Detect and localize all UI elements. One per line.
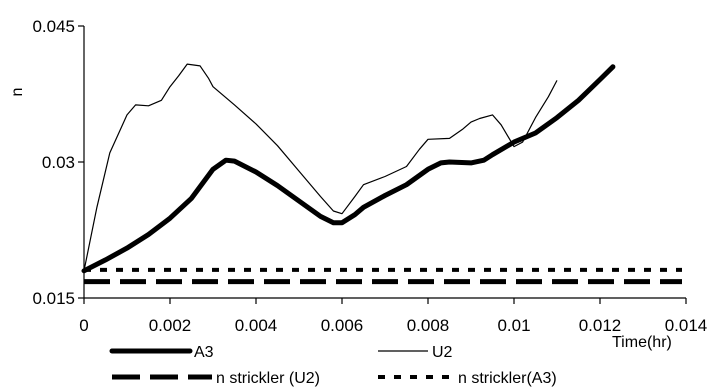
x-tick-label: 0.014 <box>665 316 708 335</box>
legend-label-u2: U2 <box>432 344 453 361</box>
x-tick-label: 0.01 <box>497 316 530 335</box>
x-tick-label: 0.008 <box>407 316 450 335</box>
x-tick-label: 0 <box>79 316 88 335</box>
series-line-u2 <box>83 63 558 271</box>
x-tick-label: 0.012 <box>579 316 622 335</box>
x-axis-label: Time(hr) <box>612 334 672 351</box>
x-tick-label: 0.006 <box>321 316 364 335</box>
y-tick-label: 0.045 <box>32 17 75 36</box>
y-tick-label: 0.015 <box>32 289 75 308</box>
y-tick-label: 0.03 <box>42 153 75 172</box>
legend-label-n-strickler-a3: n strickler(A3) <box>458 370 557 387</box>
x-tick-label: 0.004 <box>235 316 278 335</box>
series-layer <box>81 63 682 285</box>
x-tick-label: 0.002 <box>149 316 192 335</box>
y-axis-label: n <box>9 88 26 97</box>
y-ticks: 0.015 0.03 0.045 <box>32 17 84 308</box>
x-ticks: 0 0.002 0.004 0.006 0.008 0.01 0.012 0.014 <box>79 298 707 335</box>
x-axis: 0 0.002 0.004 0.006 0.008 0.01 0.012 0.014 <box>79 297 707 335</box>
legend: A3 U2 n strickler (U2) n strickler(A3) <box>109 344 557 387</box>
legend-label-n-strickler-u2: n strickler (U2) <box>216 370 320 387</box>
y-axis: 0.015 0.03 0.045 <box>32 17 85 308</box>
legend-label-a3: A3 <box>194 344 214 361</box>
series-line-a3 <box>81 64 616 274</box>
